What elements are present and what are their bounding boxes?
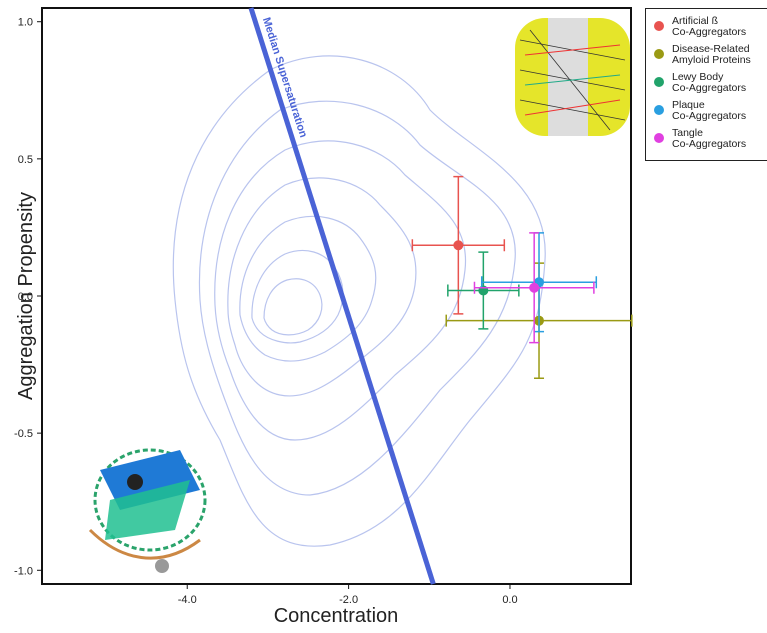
legend-label: Disease-Related Amyloid Proteins — [672, 43, 751, 66]
legend: Artificial ß Co-Aggregators Disease-Relat… — [645, 8, 767, 161]
y-tick-label: 0.5 — [18, 154, 33, 166]
legend-marker — [654, 21, 664, 31]
legend-item: Lewy Body Co-Aggregators — [654, 72, 767, 94]
legend-item: Plaque Co-Aggregators — [654, 100, 767, 122]
x-tick-label: -4.0 — [178, 594, 197, 606]
legend-marker — [654, 133, 664, 143]
legend-label: Plaque Co-Aggregators — [672, 99, 747, 122]
series-point-group — [473, 232, 595, 344]
y-tick-label: -1.0 — [14, 565, 33, 577]
protein-image — [88, 448, 207, 573]
x-axis-label: Concentration — [274, 605, 399, 627]
legend-marker — [654, 105, 664, 115]
data-point — [529, 282, 540, 293]
y-tick-label: 0.0 — [18, 291, 33, 303]
legend-label: Lewy Body Co-Aggregators — [672, 71, 747, 94]
y-tick-label: -0.5 — [14, 428, 33, 440]
fibril-image — [515, 18, 630, 136]
legend-marker — [654, 49, 664, 59]
x-tick-label: -2.0 — [339, 594, 358, 606]
y-axis-label: Aggregation Propensity — [15, 192, 37, 400]
legend-label: Tangle Co-Aggregators — [672, 127, 747, 150]
y-tick-label: 1.0 — [18, 17, 33, 29]
legend-item: Tangle Co-Aggregators — [654, 128, 767, 150]
legend-item: Disease-Related Amyloid Proteins — [654, 44, 767, 66]
legend-label: Artificial ß Co-Aggregators — [672, 15, 747, 38]
legend-marker — [654, 77, 664, 87]
data-point — [453, 240, 464, 251]
series-point-group — [411, 175, 506, 315]
legend-item: Artificial ß Co-Aggregators — [654, 16, 767, 38]
median-line — [248, 7, 436, 585]
x-tick-label: 0.0 — [502, 594, 517, 606]
